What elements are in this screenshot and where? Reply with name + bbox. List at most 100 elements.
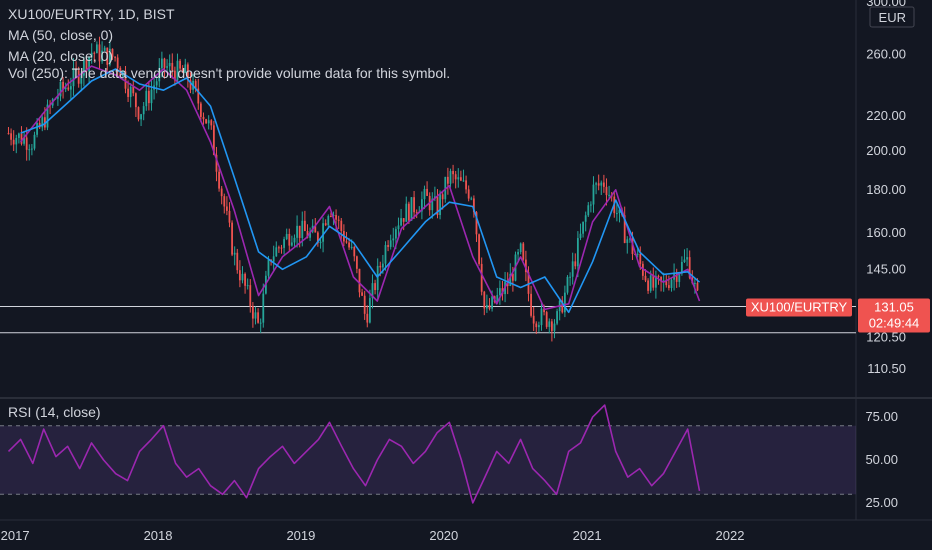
price-tag (858, 298, 930, 333)
candle-body (168, 62, 171, 67)
time-tick-label: 2019 (286, 528, 315, 543)
candle-body (28, 149, 31, 151)
candle-body (498, 288, 501, 296)
candle-body (132, 86, 135, 94)
candle-body (298, 225, 301, 238)
candle-body (472, 198, 475, 213)
candle-body (103, 47, 106, 51)
candle-body (62, 81, 64, 90)
candle-body (553, 323, 556, 331)
candle-body (608, 194, 610, 196)
candle-body (194, 80, 197, 89)
candle-body (147, 90, 150, 104)
candle-body (368, 298, 371, 323)
candle-body (72, 68, 75, 87)
candle-body (82, 59, 85, 76)
candle-body (400, 218, 402, 226)
candle-body (454, 174, 457, 180)
candle-body (532, 315, 535, 324)
candle-body (597, 183, 600, 186)
candle-body (675, 273, 678, 282)
candle-body (85, 59, 88, 72)
candle-body (332, 215, 335, 217)
price-tick-label: 110.50 (867, 361, 906, 376)
candle-body (140, 114, 142, 120)
candle-body (137, 107, 140, 120)
candle-body (392, 238, 395, 241)
candle-body (20, 133, 23, 144)
candle-body (233, 252, 236, 255)
candle-body (30, 148, 33, 150)
candle-body (319, 241, 322, 244)
candle-body (166, 66, 168, 68)
candle-body (80, 75, 83, 84)
candle-body (483, 291, 486, 309)
candle-body (160, 58, 163, 69)
candle-body (106, 47, 109, 65)
candle-body (150, 89, 153, 104)
candle-body (127, 88, 129, 97)
candle-body (387, 245, 389, 247)
candle-body (636, 253, 639, 255)
candle-body (470, 198, 473, 200)
currency-box (869, 6, 915, 28)
candle-body (10, 133, 12, 140)
candle-body (296, 225, 298, 238)
candle-body (290, 242, 293, 246)
candle-body (665, 280, 668, 286)
candle-body (519, 243, 522, 253)
candle-body (171, 62, 174, 71)
vol-legend: Vol (250): The data vendor doesn't provi… (8, 65, 451, 81)
candle-body (254, 312, 257, 319)
candle-body (452, 170, 454, 175)
rsi-tick-label: 25.00 (865, 495, 898, 510)
candle-body (543, 308, 545, 313)
candle-body (355, 256, 358, 269)
candle-body (444, 176, 447, 200)
candle-body (93, 52, 96, 54)
candle-body (231, 222, 233, 255)
candle-body (475, 212, 478, 235)
candle-body (641, 263, 644, 276)
candle-body (225, 206, 228, 211)
price-tick-label: 145.00 (866, 261, 906, 276)
candle-body (158, 68, 161, 82)
candle-body (683, 259, 686, 262)
price-tick-label: 220.00 (866, 108, 906, 123)
candle-body (67, 87, 70, 90)
candle-body (569, 276, 571, 278)
candle-body (228, 210, 231, 223)
candle-body (374, 283, 376, 291)
candle-body (389, 240, 392, 247)
candle-body (353, 246, 356, 257)
candle-body (207, 120, 210, 124)
candle-body (59, 81, 62, 97)
candle-body (662, 280, 665, 282)
vol-label: Vol (250) (8, 65, 65, 81)
candle-body (459, 177, 462, 181)
candle-body (644, 275, 647, 281)
candle-body (680, 261, 683, 274)
candle-body (306, 230, 309, 238)
candle-body (33, 134, 36, 149)
rsi-legend: RSI (14, close) (8, 404, 101, 420)
candle-body (75, 68, 77, 71)
candle-body (56, 96, 59, 99)
candle-body (181, 68, 184, 73)
candle-body (309, 231, 311, 238)
candle-body (545, 312, 548, 327)
rsi-line (7, 404, 701, 504)
rsi-tick-label: 50.00 (865, 452, 898, 467)
candle-body (293, 237, 296, 243)
candle-body (202, 116, 205, 120)
candle-body (439, 194, 441, 216)
candle-body (587, 205, 590, 216)
candle-body (329, 216, 332, 218)
candle-body (457, 177, 460, 180)
candle-body (251, 306, 254, 319)
candle-body (550, 321, 553, 331)
candle-body (446, 176, 449, 184)
candle-body (465, 180, 467, 190)
candle-body (639, 253, 642, 264)
